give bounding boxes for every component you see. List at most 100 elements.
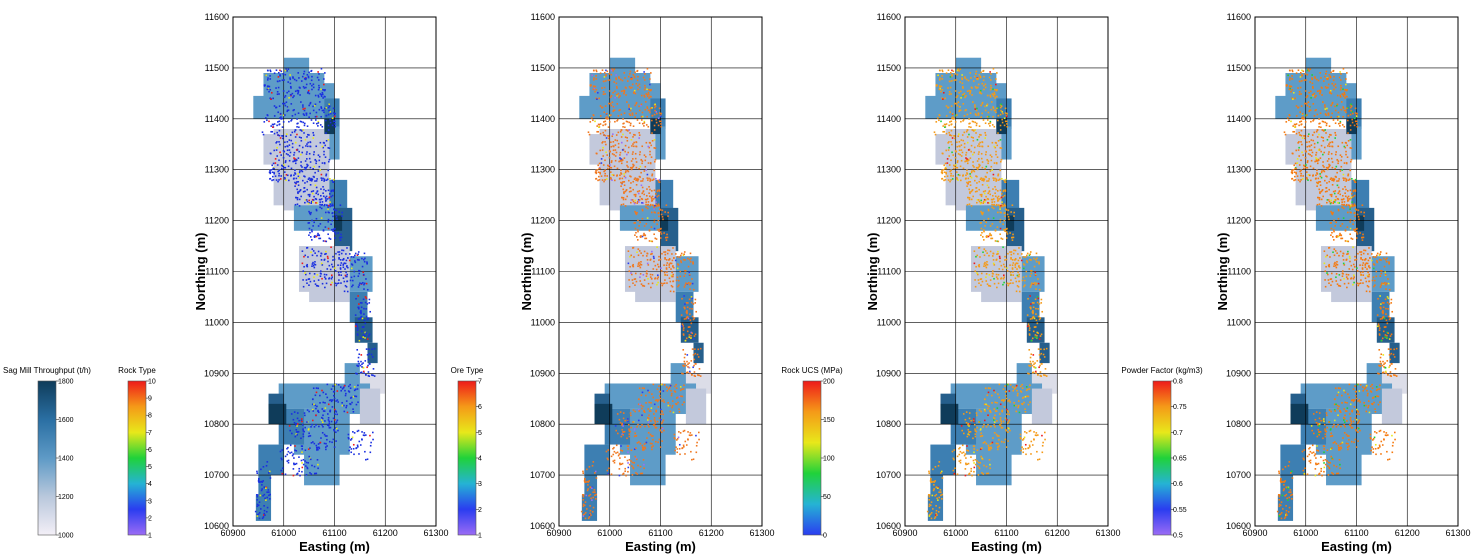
sample-point [1015,384,1018,387]
sample-point [656,400,659,403]
sample-point [950,134,953,137]
sample-point [1322,164,1324,167]
sample-point [633,75,636,78]
sample-point [685,337,688,340]
sample-point [366,354,369,356]
sample-point [1025,432,1028,434]
sample-point [951,112,954,115]
sample-point [602,131,604,134]
sample-point [365,282,368,285]
sample-point [976,201,978,204]
sample-point [351,436,354,439]
sample-point [296,425,298,427]
sample-point [638,153,641,156]
sample-point [592,491,594,493]
sample-point [978,165,981,168]
sample-point [680,314,683,316]
sample-point [683,253,685,256]
sample-point [327,260,329,263]
sample-point [1351,121,1354,124]
sample-point [604,134,607,137]
sample-point [1026,260,1028,262]
sample-point [312,131,314,134]
sample-point [637,419,640,422]
model-block [594,403,613,425]
sample-point [682,254,685,257]
sample-point [997,132,999,134]
sample-point [970,205,973,207]
sample-point [1296,162,1299,164]
sample-point [293,457,295,459]
sample-point [983,263,986,265]
sample-point [320,106,322,108]
sample-point [934,516,937,518]
sample-point [680,325,683,328]
sample-point [319,402,321,404]
sample-point [1004,107,1007,110]
sample-point [994,401,997,404]
sample-point [992,207,995,210]
sample-point [973,151,976,154]
sample-point [981,145,983,148]
model-block [359,388,381,425]
sample-point [1326,107,1328,110]
sample-point [999,124,1002,127]
sample-point [287,461,290,464]
y-tick-label: 11300 [877,165,901,175]
colorbar-1: Sag Mill Throughput (t/h)100012001400160… [3,366,91,540]
sample-point [986,394,989,397]
sample-point [689,307,691,310]
sample-point [1310,179,1312,182]
sample-point [331,276,333,278]
sample-point [334,112,336,115]
sample-point [998,255,1001,258]
sample-point [937,117,939,119]
sample-point [327,218,330,221]
sample-point [654,103,656,106]
sample-point [694,348,696,350]
sample-point [999,129,1002,131]
sample-point [290,87,292,89]
sample-point [1313,131,1316,134]
sample-point [679,275,682,278]
sample-point [698,368,701,370]
sample-point [665,259,668,261]
sample-point [1000,147,1003,149]
sample-point [623,89,626,92]
sample-point [260,468,262,471]
sample-point [277,86,280,89]
sample-point [582,505,585,508]
sample-point [1299,71,1302,74]
sample-point [984,168,986,170]
sample-point [354,260,356,262]
sample-point [978,246,981,249]
sample-point [967,182,969,185]
sample-point [595,69,598,72]
sample-point [668,249,671,252]
sample-point [965,177,967,180]
sample-point [258,501,261,503]
sample-point [311,84,313,87]
sample-point [323,442,326,445]
sample-point [682,364,684,367]
sample-point [1035,288,1037,290]
sample-point [974,279,976,281]
sample-point [624,77,626,79]
sample-point [328,211,330,214]
sample-point [329,111,332,113]
sample-point [968,188,971,191]
sample-point [1319,157,1322,159]
sample-point [306,180,309,183]
sample-point [1001,121,1004,124]
sample-point [993,93,996,96]
sample-point [288,149,291,151]
sample-point [950,123,953,126]
sample-point [638,190,641,192]
sample-point [320,93,322,96]
sample-point [636,426,638,428]
sample-point [622,423,625,425]
sample-point [938,88,941,91]
sample-point [1017,400,1020,402]
sample-point [344,268,346,270]
sample-point [341,388,344,390]
